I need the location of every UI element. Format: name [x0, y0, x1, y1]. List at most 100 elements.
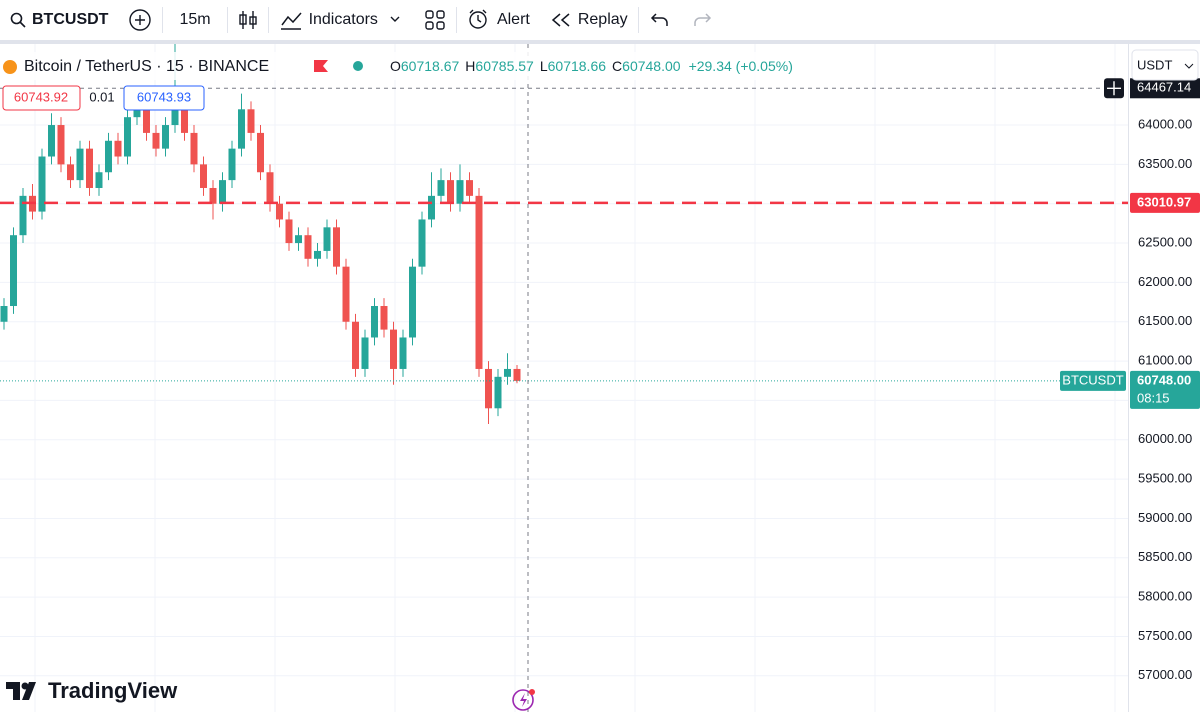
currency-select[interactable]: [1131, 49, 1199, 81]
candle-body: [114, 140, 122, 157]
candle-body: [238, 109, 245, 149]
candle-body: [494, 376, 502, 409]
search-icon: [10, 12, 26, 28]
candle-body: [143, 109, 150, 133]
logo-mark: [6, 682, 36, 700]
spread: 0.01: [89, 89, 114, 104]
y-tick-label: 61000.00: [1138, 353, 1192, 368]
candle-body: [171, 101, 179, 126]
flash-bolt: [520, 693, 527, 707]
separator: [162, 7, 164, 33]
ohlc-value: 60718.67: [401, 58, 460, 74]
buy-price: 60743.93: [137, 89, 191, 104]
legend-bg: [0, 52, 820, 80]
candle-body: [67, 164, 74, 181]
legend: Bitcoin / TetherUS · 15 · BINANCE: [24, 58, 269, 75]
grid-icon: [425, 10, 445, 30]
candle-body: [447, 180, 454, 204]
replay-icon: [551, 13, 570, 27]
candle-body: [475, 195, 483, 369]
currency-arrow: [1184, 63, 1194, 69]
y-tick-label: 62000.00: [1138, 274, 1192, 289]
candle-body: [19, 195, 27, 236]
replay-label: Replay: [577, 11, 628, 28]
redo-icon: [693, 13, 711, 26]
candle-body: [456, 180, 464, 204]
layouts-button[interactable]: [414, 9, 456, 31]
ohlc-key: H: [465, 58, 475, 74]
chart-type[interactable]: [228, 9, 268, 31]
candle-body: [76, 148, 84, 181]
candle-body: [200, 164, 207, 188]
candle-body: [228, 148, 236, 181]
flash-badge: [529, 689, 535, 695]
candle-body: [295, 235, 302, 244]
chart: 57000.00 57500.00 58000.00 58500.00 59000.00…: [0, 44, 1200, 712]
candle-body: [181, 101, 188, 133]
last-price-label: 60748.00: [1137, 372, 1191, 387]
interval[interactable]: 15m: [179, 11, 211, 28]
y-tick-label: 64000.00: [1138, 116, 1192, 131]
candle-body: [418, 219, 426, 267]
undo-icon: [650, 13, 668, 26]
y-tick-label: 59500.00: [1138, 471, 1192, 486]
separator: [267, 7, 269, 33]
candle-body: [285, 219, 293, 244]
candle-body: [466, 180, 473, 196]
crosshair-price-box: [1130, 78, 1200, 99]
candle-body: [219, 180, 226, 204]
currency-label: USDT: [1137, 57, 1172, 72]
sell-price: 60743.92: [14, 89, 68, 104]
legend-title: Bitcoin / TetherUS · 15 · BINANCE: [24, 58, 269, 75]
toolbar: BTCUSDT 15m Indicators Alert Replay: [0, 0, 1200, 44]
candle-body: [371, 306, 378, 338]
indicators-button[interactable]: Indicators: [269, 9, 414, 31]
symbol-box: [1060, 370, 1126, 391]
candle-body: [304, 235, 312, 259]
undo-button[interactable]: [639, 11, 681, 29]
candle-body: [399, 337, 407, 369]
symbol-search[interactable]: BTCUSDT: [0, 11, 118, 29]
redo-button[interactable]: [681, 11, 723, 29]
y-tick-label: 61500.00: [1138, 313, 1192, 328]
flash-icon: [512, 689, 534, 711]
alert-price-box: [1130, 192, 1200, 213]
candle-body: [513, 368, 521, 381]
candle-body: [485, 368, 492, 409]
y-tick-label: 60000.00: [1138, 431, 1192, 446]
countdown-label: 08:15: [1137, 390, 1170, 405]
alert-price-label: 63010.97: [1137, 194, 1191, 209]
separator: [455, 7, 457, 33]
candle-body: [276, 203, 283, 220]
compare-button[interactable]: [118, 8, 162, 32]
ohlc-key: O: [390, 58, 401, 74]
candle-body: [266, 172, 274, 204]
sell-box: [2, 85, 81, 111]
candle-body: [162, 125, 169, 149]
y-tick-label: 62500.00: [1138, 234, 1192, 249]
separator: [637, 7, 639, 33]
candle-body: [409, 266, 416, 338]
candle-body: [314, 250, 321, 259]
ohlc-change: +29.34 (+0.05%): [689, 58, 793, 74]
alert-button[interactable]: Alert: [457, 8, 540, 32]
candle-body: [57, 125, 65, 165]
candle-body: [257, 132, 264, 173]
candle-body: [247, 109, 255, 133]
ohlc-value: 60785.57: [475, 58, 534, 74]
candle-body: [504, 368, 511, 377]
replay-button[interactable]: Replay: [540, 11, 638, 29]
candle-body: [361, 337, 369, 369]
separator: [226, 7, 228, 33]
ohlc: O60718.67 H60785.57 L60718.66 C60748.00 +29.…: [390, 58, 793, 74]
ohlc-key: C: [612, 58, 622, 74]
symbol-label: BTCUSDT: [1062, 372, 1123, 387]
candle-body: [437, 180, 445, 196]
add-icon: [1107, 81, 1121, 96]
ohlc-key: L: [540, 58, 548, 74]
coin-icon: [3, 60, 17, 74]
crosshair-price-label: 64467.14: [1137, 80, 1191, 95]
candle-body: [380, 306, 388, 330]
candle-body: [124, 117, 131, 157]
